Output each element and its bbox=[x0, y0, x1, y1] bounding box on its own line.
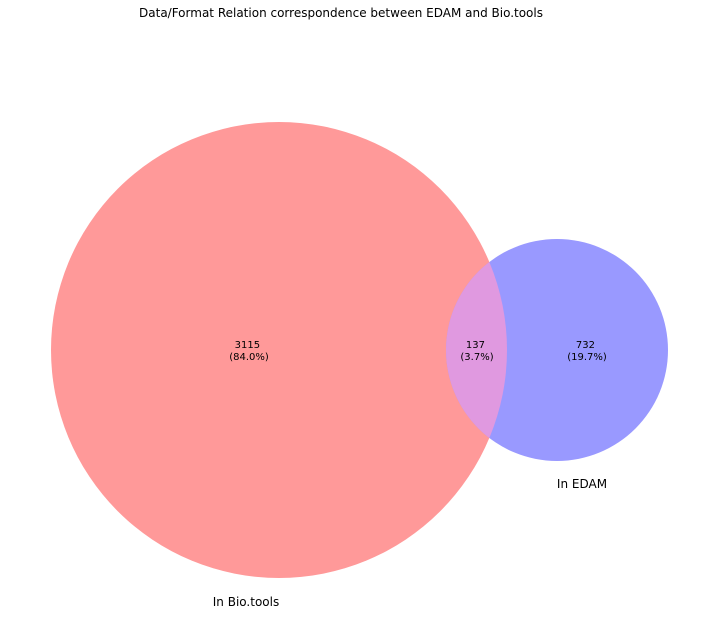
set-label-edam: In EDAM bbox=[557, 477, 607, 491]
biotools-circle bbox=[51, 122, 507, 578]
edam-only-count: 732 bbox=[576, 340, 595, 351]
set-label-biotools: In Bio.tools bbox=[213, 595, 279, 609]
edam-only-percent: (19.7%) bbox=[567, 352, 607, 363]
region-label-overlap: 137 (3.7%) bbox=[460, 340, 493, 363]
edam-circle bbox=[446, 239, 668, 461]
region-label-edam-only: 732 (19.7%) bbox=[567, 340, 607, 363]
biotools-only-count: 3115 bbox=[235, 340, 260, 351]
region-label-biotools-only: 3115 (84.0%) bbox=[229, 340, 269, 363]
overlap-count: 137 bbox=[466, 340, 485, 351]
chart-title: Data/Format Relation correspondence betw… bbox=[139, 6, 543, 20]
overlap-percent: (3.7%) bbox=[460, 352, 493, 363]
biotools-only-percent: (84.0%) bbox=[229, 352, 269, 363]
